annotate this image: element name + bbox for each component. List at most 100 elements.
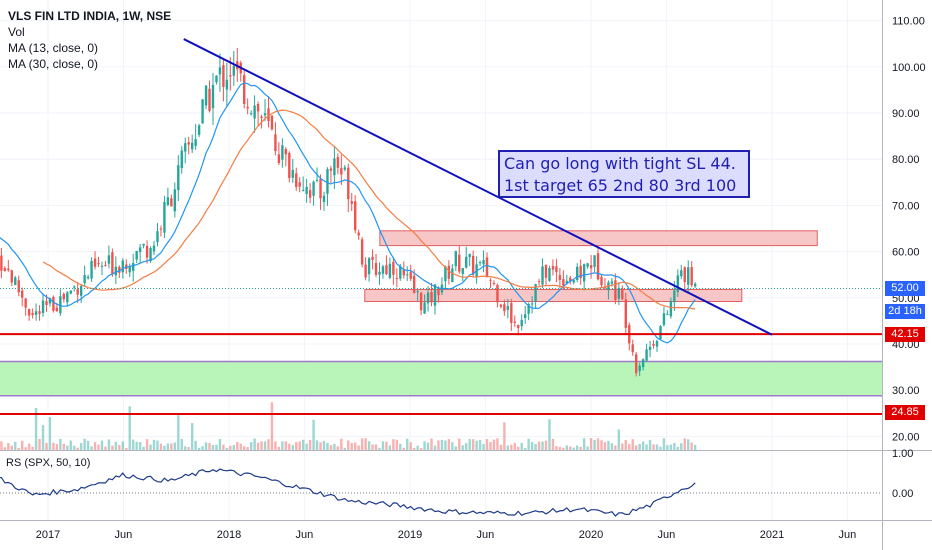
candle-body: [83, 275, 86, 284]
candle-body: [10, 270, 13, 283]
candle-body: [634, 354, 638, 374]
candle-body: [170, 198, 173, 207]
volume-bar: [416, 445, 419, 450]
volume-bar: [104, 446, 107, 450]
volume-bar: [354, 442, 357, 450]
candle-body: [211, 85, 215, 109]
volume-bar: [458, 438, 461, 450]
volume-bar: [142, 446, 145, 450]
candle-body: [354, 201, 357, 231]
candle-body: [73, 286, 76, 288]
candle-body: [350, 201, 353, 204]
volume-bar: [444, 440, 447, 450]
volume-bar: [634, 445, 638, 450]
volume-bar: [374, 444, 378, 450]
volume-bar: [659, 446, 662, 450]
candle-body: [673, 290, 676, 303]
rs-tick-label: 1.00: [892, 448, 913, 460]
candle-body: [589, 265, 593, 269]
candle-body: [690, 267, 693, 286]
candle-body: [572, 280, 575, 283]
volume-bar: [194, 440, 197, 450]
candle-body: [523, 314, 527, 319]
volume-bar: [7, 443, 10, 450]
volume-bar: [305, 443, 308, 450]
volume-bar: [336, 446, 340, 450]
volume-bars: [0, 402, 697, 450]
volume-bar: [114, 441, 118, 450]
support-level-tag: 42.15: [885, 327, 925, 342]
volume-bar: [79, 443, 83, 450]
candle-body: [177, 165, 180, 191]
volume-bar: [343, 447, 347, 450]
candle-body: [194, 139, 197, 146]
volume-bar: [648, 439, 652, 450]
volume-bar: [308, 439, 312, 450]
candle-body: [399, 266, 402, 279]
candle-body: [21, 290, 24, 298]
candle-body: [485, 257, 489, 277]
volume-bar: [121, 441, 124, 450]
ma13-line: [0, 82, 696, 344]
annotation-box[interactable]: Can go long with tight SL 44. 1st target…: [498, 150, 750, 198]
volume-bar: [48, 416, 52, 450]
volume-bar: [555, 446, 558, 450]
candle-body: [537, 281, 541, 283]
volume-bar: [385, 441, 388, 450]
volume-bar: [201, 446, 204, 450]
volume-bar: [190, 423, 194, 450]
candle-body: [648, 346, 652, 350]
volume-bar: [513, 442, 516, 450]
candle-body: [308, 190, 312, 198]
candle-body: [284, 149, 288, 155]
candle-body: [256, 103, 260, 112]
candle-body: [621, 288, 624, 300]
candle-body: [232, 65, 236, 76]
volume-bar: [229, 445, 232, 450]
candle-body: [680, 270, 683, 277]
y-tick-label: 30.00: [892, 385, 920, 397]
candle-body: [180, 150, 183, 169]
legend-vol: Vol: [8, 25, 25, 39]
volume-bar: [253, 438, 256, 450]
candle-body: [274, 134, 277, 152]
low-level-tag: 24.85: [885, 405, 925, 420]
volume-bar: [86, 440, 90, 450]
candle-body: [114, 266, 118, 276]
candle-body: [166, 197, 170, 205]
candle-body: [416, 291, 419, 293]
candle-body: [510, 303, 513, 323]
candle-body: [676, 275, 680, 292]
volume-bar: [454, 446, 458, 450]
trendline: [183, 38, 773, 336]
y-tick-label: 110.00: [892, 16, 925, 28]
volume-bar: [135, 441, 138, 450]
volume-bar: [291, 445, 294, 450]
volume-bar: [263, 441, 267, 450]
candle-body: [433, 284, 437, 306]
volume-bar: [222, 444, 225, 450]
y-tick-label: 70.00: [892, 200, 920, 212]
candle-body: [149, 247, 152, 262]
candle-body: [0, 255, 3, 271]
y-tick-label: 60.00: [892, 247, 920, 259]
candle-body: [548, 267, 551, 281]
candle-body: [260, 116, 263, 119]
volume-bar: [83, 438, 86, 450]
volume-bar: [17, 447, 20, 450]
candle-body: [687, 267, 690, 285]
volume-bar: [132, 439, 135, 450]
volume-bar: [10, 445, 13, 450]
candle-body: [59, 296, 62, 314]
candle-body: [142, 243, 145, 246]
candle-body: [392, 261, 395, 275]
volume-bar: [499, 444, 503, 450]
candle-body: [409, 272, 412, 279]
volume-bar: [177, 415, 180, 450]
volume-bar: [468, 438, 471, 450]
annotation-line-1: Can go long with tight SL 44.: [504, 154, 736, 173]
volume-bar: [541, 441, 544, 450]
x-tick-label: Jun: [658, 529, 676, 541]
candle-body: [305, 186, 308, 195]
